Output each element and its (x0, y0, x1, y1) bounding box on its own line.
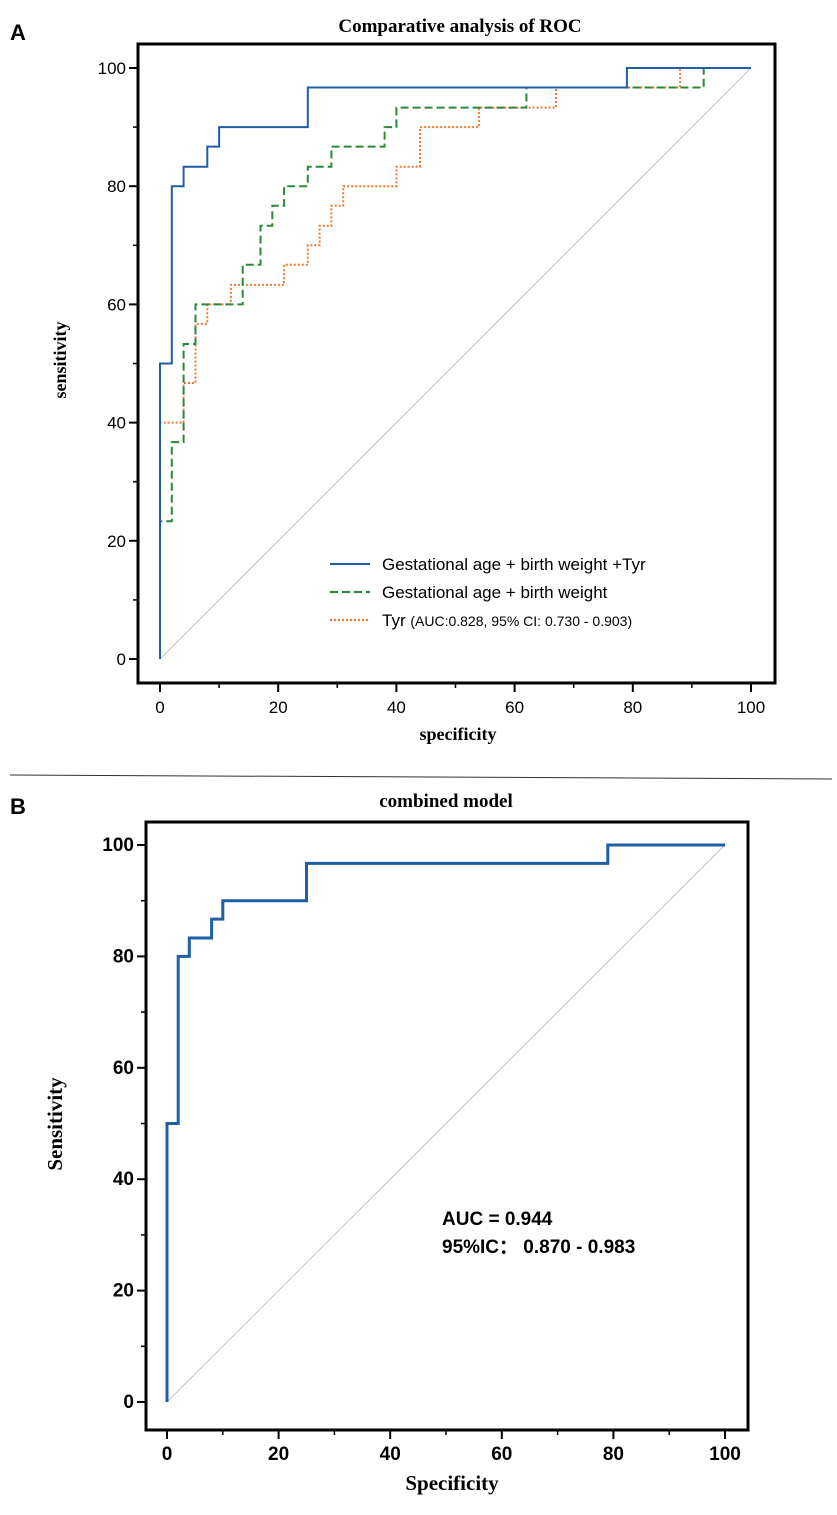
legend-label-combined: Gestational age + birth weight +Tyr (382, 555, 646, 574)
panel-b-x-axis-label: Specificity (405, 1471, 499, 1495)
panel-a-y-tick-label: 80 (107, 177, 126, 196)
panel-a-x-tick-label: 60 (505, 698, 524, 717)
panel-a-title: Comparative analysis of ROC (338, 16, 581, 37)
panel-a-x-ticks: 0 20 40 60 80 100 (155, 683, 765, 717)
panel-b-auc-annotation: AUC = 0.944 (442, 1209, 553, 1230)
panel-a-x-tick-label: 40 (387, 698, 406, 717)
panel-a-y-tick-label: 60 (107, 295, 126, 314)
panel-b-title: combined model (379, 791, 513, 812)
panel-a-y-tick-label: 20 (107, 532, 126, 551)
panel-a-y-tick-label: 0 (117, 650, 126, 669)
panel-b-x-tick-label: 0 (162, 1444, 173, 1465)
panel-a-letter: A (10, 20, 26, 45)
panel-b-diagonal-reference (166, 844, 726, 1403)
panel-b-y-tick-label: 20 (113, 1281, 134, 1302)
panel-a-reference-line (159, 67, 752, 660)
panel-a-x-tick-label: 0 (155, 698, 164, 717)
panel-a-y-axis-label: sensitivity (50, 321, 70, 398)
panel-b-x-tick-label: 40 (380, 1444, 401, 1465)
legend-label-tyr-name: Tyr (382, 611, 406, 630)
panel-a-y-tick-label: 40 (107, 414, 126, 433)
panel-b-x-tick-label: 60 (491, 1444, 512, 1465)
panel-a-x-tick-label: 100 (737, 698, 765, 717)
panel-a-y-tick-label: 100 (98, 59, 126, 78)
panel-divider (9, 774, 833, 780)
panel-a-diagonal-reference (159, 67, 752, 660)
panel-a-x-tick-label: 20 (269, 698, 288, 717)
panel-b-series-0-line (165, 843, 725, 1402)
panel-a: A Comparative analysis of ROC 0 20 40 60 80 1… (10, 16, 777, 744)
panel-b-x-tick-label: 100 (709, 1444, 741, 1465)
panel-b-x-ticks: 0 20 40 60 80 100 (162, 1430, 741, 1465)
panel-b-y-tick-label: 40 (113, 1169, 134, 1190)
panel-b-y-tick-label: 80 (113, 946, 134, 967)
panel-a-legend: Gestational age + birth weight +Tyr Gest… (330, 555, 646, 630)
panel-b: B combined model 0 20 40 60 80 100 0 20 40 60 80 1… (10, 791, 750, 1495)
panel-b-letter: B (10, 794, 26, 819)
legend-label-tyr-detail: (AUC:0.828, 95% CI: 0.730 - 0.903) (410, 613, 632, 629)
panel-a-series-0-line (159, 67, 751, 659)
panel-b-x-tick-label: 20 (268, 1444, 289, 1465)
panel-b-series (165, 843, 725, 1402)
panel-b-y-tick-label: 100 (102, 835, 134, 856)
panel-a-series-2-line (159, 67, 751, 659)
panel-a-x-axis-label: specificity (420, 724, 497, 744)
panel-b-reference-line (166, 844, 726, 1403)
panel-a-series (159, 67, 751, 659)
panel-b-x-tick-label: 80 (603, 1444, 624, 1465)
panel-b-y-tick-label: 60 (113, 1058, 134, 1079)
panel-b-y-tick-label: 0 (123, 1392, 134, 1413)
panel-b-y-axis-label: Sensitivity (43, 1077, 67, 1171)
panel-b-ci-annotation: 95%IC： 0.870 - 0.983 (442, 1237, 635, 1258)
legend-label-tyr: Tyr (AUC:0.828, 95% CI: 0.730 - 0.903) (382, 611, 632, 630)
legend-label-ga-bw: Gestational age + birth weight (382, 583, 608, 602)
panel-a-y-ticks: 0 20 40 60 80 100 (98, 59, 138, 669)
panel-b-y-ticks: 0 20 40 60 80 100 (102, 835, 146, 1413)
panel-b-plot-frame (144, 820, 750, 1432)
panel-a-x-tick-label: 80 (623, 698, 642, 717)
